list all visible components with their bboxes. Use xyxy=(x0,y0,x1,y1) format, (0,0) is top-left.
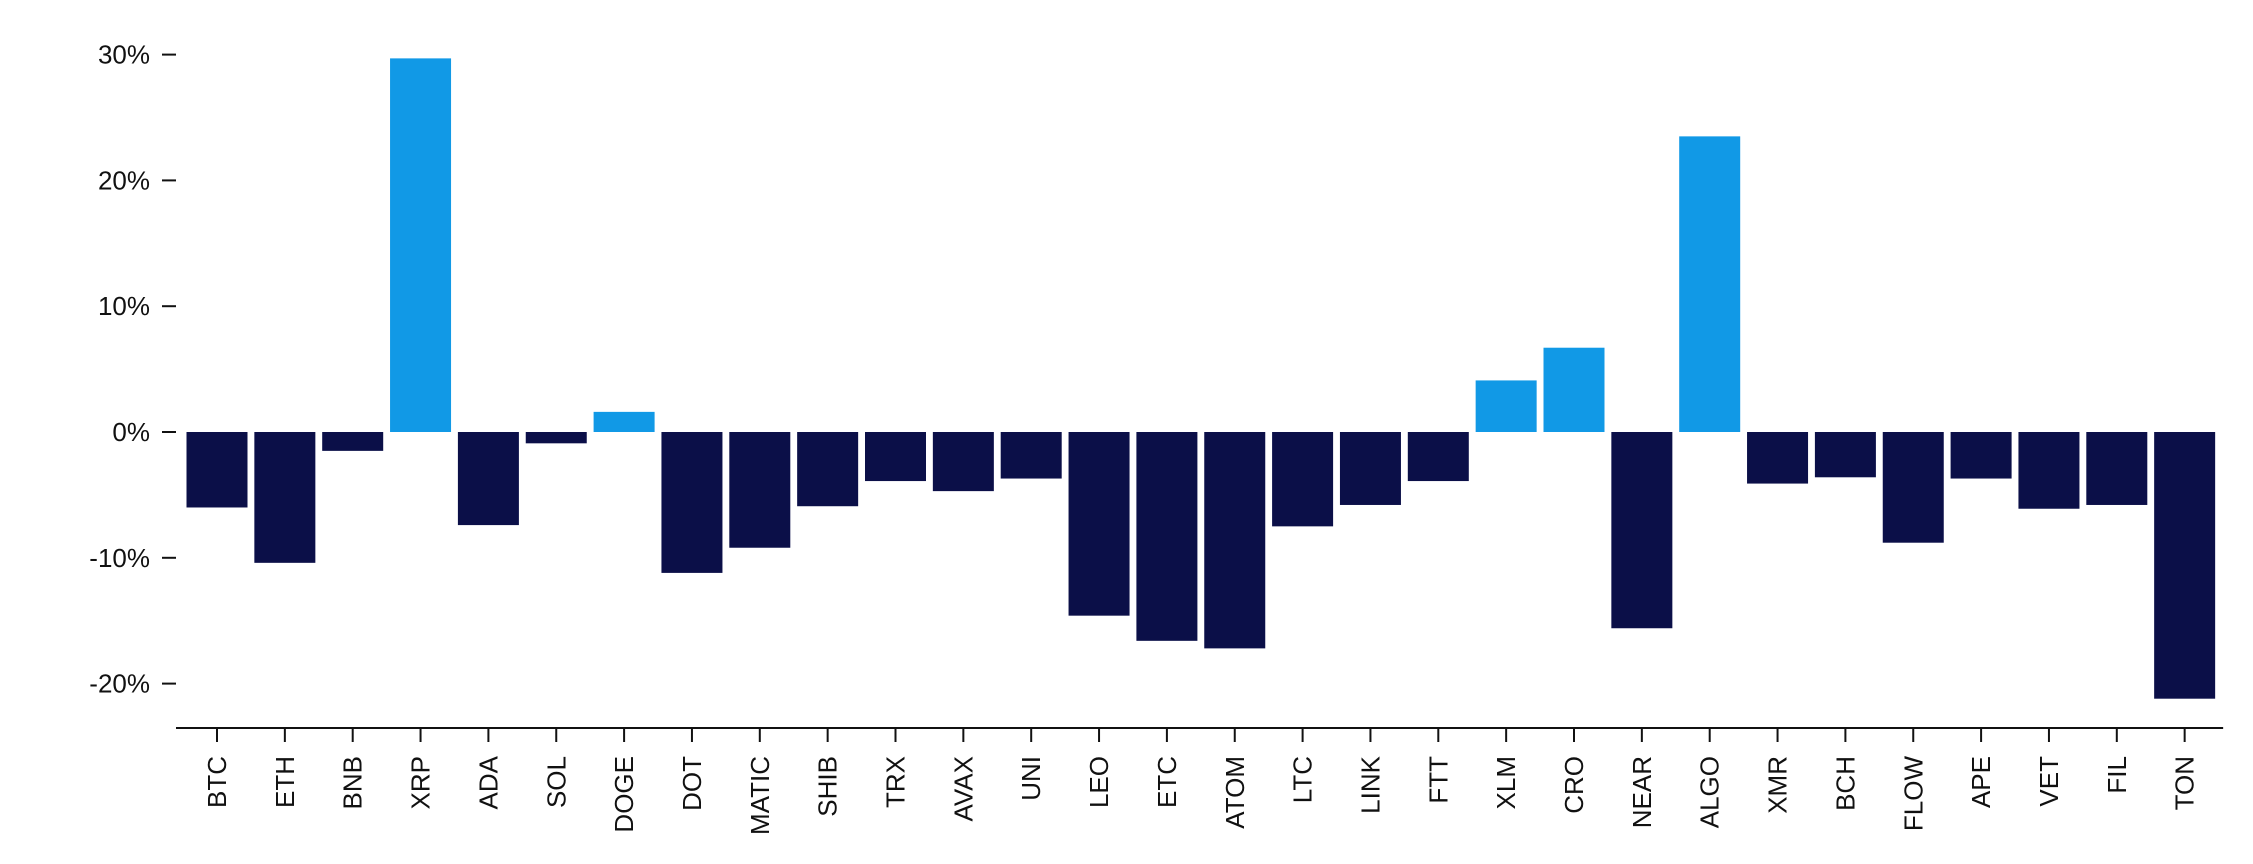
bar-ape xyxy=(1950,432,2012,479)
x-tick-label: LEO xyxy=(1084,756,1114,808)
y-tick-label: -10% xyxy=(89,543,150,573)
bar-shib xyxy=(797,432,859,507)
x-tick-label: DOT xyxy=(677,756,707,811)
bar-ftt xyxy=(1407,432,1469,482)
bar-trx xyxy=(865,432,926,482)
bar-link xyxy=(1339,432,1401,505)
x-tick-label: BTC xyxy=(202,756,232,808)
x-tick-label: TRX xyxy=(881,756,911,808)
x-tick-label: LINK xyxy=(1355,755,1385,813)
x-tick-label: VET xyxy=(2034,756,2064,807)
x-tick-label: UNI xyxy=(1016,756,1046,801)
x-axis: BTC ETH BNB XRP ADA SOL DOGE DOT MATIC SHIB TRX AVA… xyxy=(176,727,2224,835)
bar-etc xyxy=(1136,432,1198,641)
bar-flow xyxy=(1882,432,1944,543)
bar-btc xyxy=(186,432,248,508)
bar-atom xyxy=(1204,432,1266,649)
bar-bnb xyxy=(322,432,384,451)
bar-doge xyxy=(593,411,655,432)
x-tick-label: XMR xyxy=(1763,756,1793,814)
x-tick-label: AVAX xyxy=(948,756,978,822)
y-axis: 30% 20% 10% 0% -10% -20% xyxy=(89,40,176,699)
bar-xlm xyxy=(1475,380,1537,432)
x-tick-label: FLOW xyxy=(1898,756,1928,832)
x-tick-label: BCH xyxy=(1830,756,1860,811)
bar-ada xyxy=(457,432,519,526)
x-tick-label: XLM xyxy=(1491,756,1521,809)
bar-vet xyxy=(2018,432,2080,509)
bar-algo xyxy=(1679,136,1741,432)
x-tick-label: FTT xyxy=(1423,756,1453,804)
bar-avax xyxy=(932,432,994,492)
x-tick-label: ATOM xyxy=(1220,756,1250,829)
x-tick-label: ETC xyxy=(1152,756,1182,808)
bar-eth xyxy=(254,432,316,563)
bar-leo xyxy=(1068,432,1130,616)
y-tick-label: 10% xyxy=(98,291,150,321)
bar-fil xyxy=(2086,432,2148,505)
x-tick-label: BNB xyxy=(338,756,368,809)
x-tick-label: FIL xyxy=(2102,756,2132,794)
x-tick-label: ETH xyxy=(270,756,300,808)
bar-uni xyxy=(1000,432,1062,479)
x-tick-label: ADA xyxy=(473,755,503,809)
x-tick-label: APE xyxy=(1966,756,1996,808)
bar-ton xyxy=(2154,432,2216,699)
y-tick-label: 0% xyxy=(112,417,150,447)
bar-ltc xyxy=(1272,432,1334,527)
bar-bch xyxy=(1814,432,1876,478)
x-tick-label: NEAR xyxy=(1627,756,1657,828)
bar-near xyxy=(1611,432,1673,629)
y-tick-label: 30% xyxy=(98,40,150,70)
x-tick-label: DOGE xyxy=(609,756,639,833)
bar-xrp xyxy=(390,58,452,433)
x-tick-label: SHIB xyxy=(813,756,843,817)
bars-group xyxy=(186,58,2216,699)
x-tick-label: CRO xyxy=(1559,756,1589,814)
bar-xmr xyxy=(1747,432,1809,484)
bar-cro xyxy=(1543,347,1605,432)
x-tick-label: LTC xyxy=(1288,756,1318,803)
y-tick-label: -20% xyxy=(89,669,150,699)
x-tick-label: SOL xyxy=(541,756,571,808)
bar-sol xyxy=(525,432,587,444)
bar-dot xyxy=(661,432,723,573)
y-tick-label: 20% xyxy=(98,165,150,195)
x-tick-label: ALGO xyxy=(1695,756,1725,828)
x-tick-label: TON xyxy=(2170,756,2200,810)
x-tick-label: MATIC xyxy=(745,756,775,835)
bar-matic xyxy=(729,432,791,548)
x-tick-label: XRP xyxy=(406,756,436,809)
